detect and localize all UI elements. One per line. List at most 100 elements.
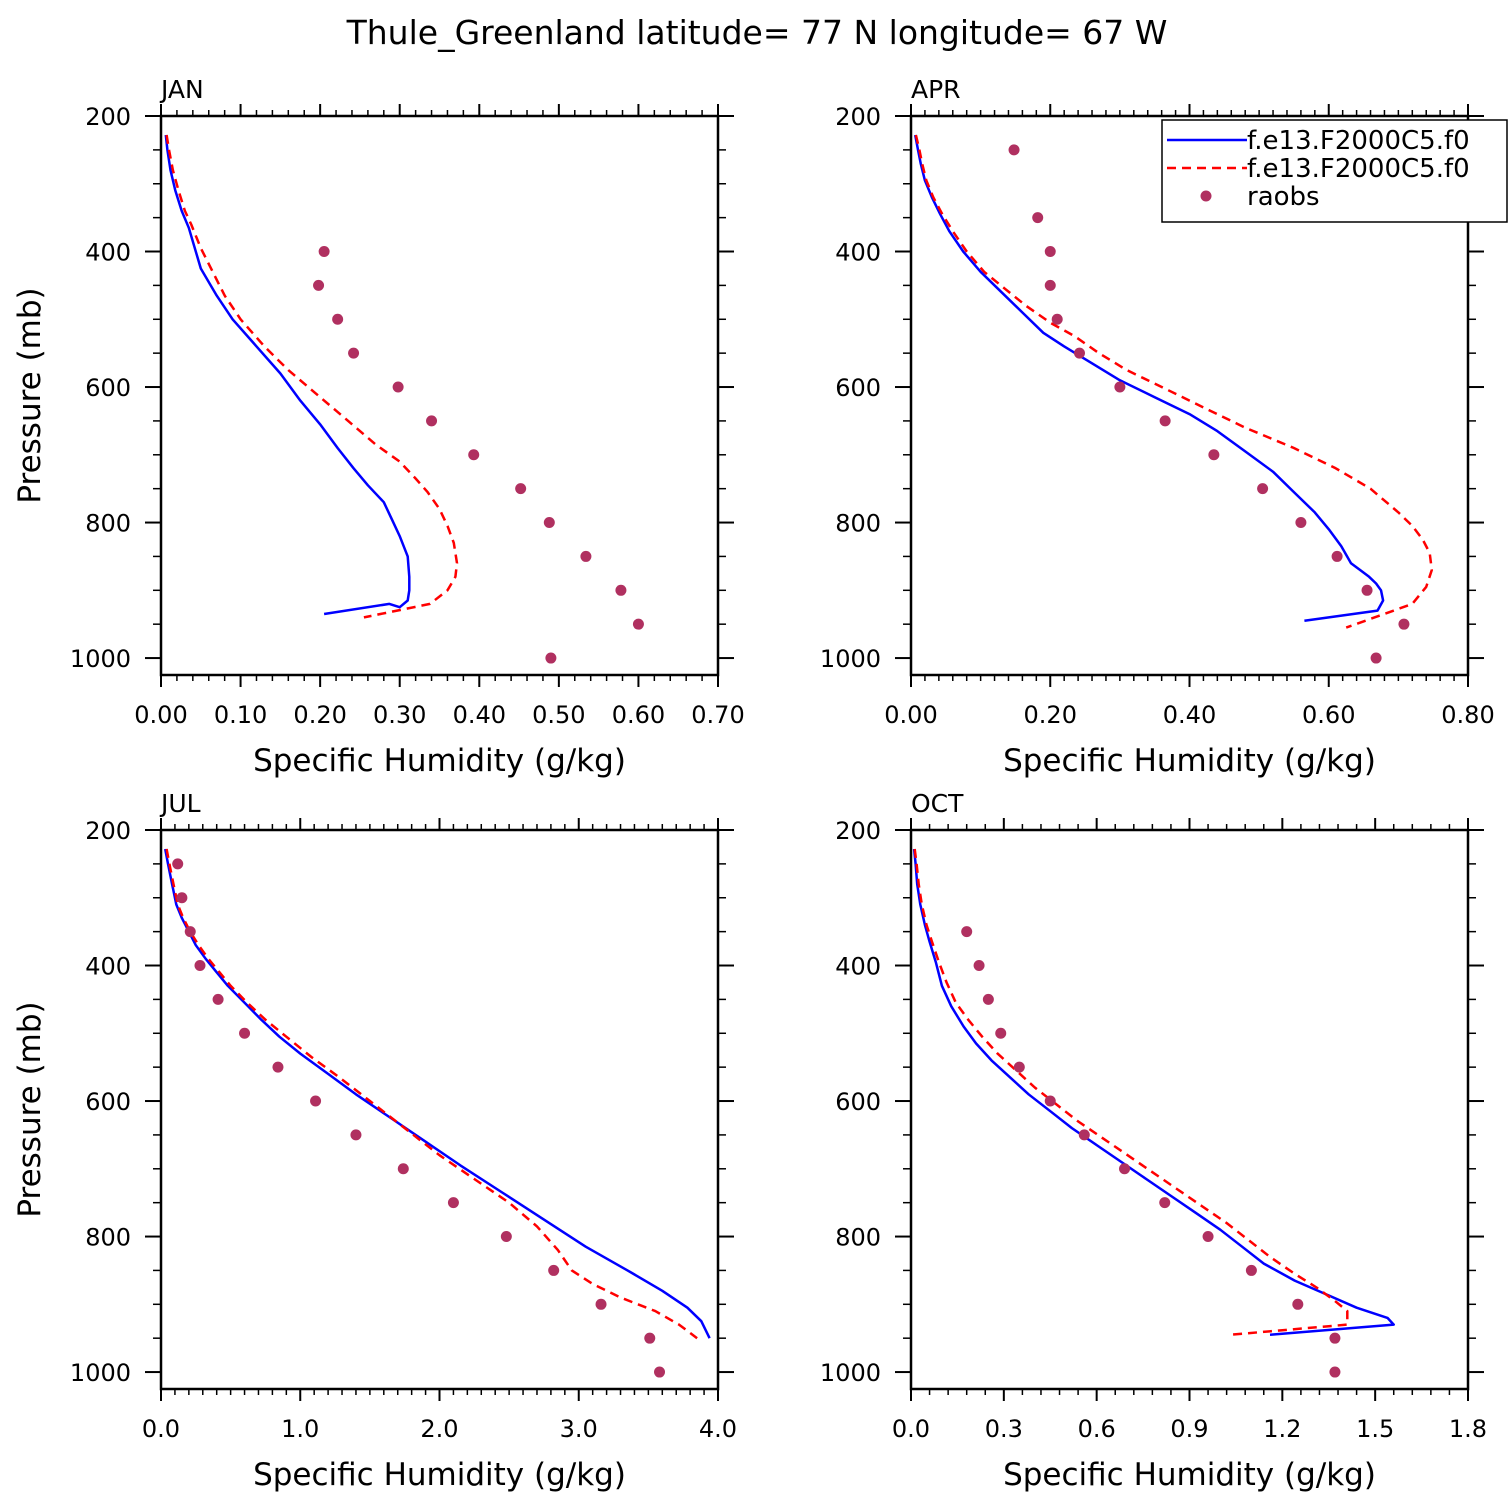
y-tick-label: 400 <box>835 239 881 267</box>
legend-marker-raobs <box>1200 190 1212 202</box>
raobs-point <box>1114 381 1126 393</box>
x-tick-label: 4.0 <box>699 1415 737 1443</box>
raobs-point <box>654 1366 666 1378</box>
raobs-point <box>1078 1129 1090 1141</box>
x-tick-label: 1.5 <box>1356 1415 1394 1443</box>
panel-label: JAN <box>159 75 204 104</box>
y-tick-label: 1000 <box>70 645 131 673</box>
raobs-point <box>1044 1095 1056 1107</box>
raobs-point <box>184 926 196 938</box>
raobs-point <box>194 960 206 972</box>
series-line-model2 <box>165 848 698 1340</box>
y-tick-label: 800 <box>85 510 131 538</box>
y-tick-label: 600 <box>85 374 131 402</box>
raobs-point <box>1044 279 1056 291</box>
y-tick-label: 400 <box>85 239 131 267</box>
y-tick-label: 1000 <box>820 645 881 673</box>
raobs-point <box>973 960 985 972</box>
y-tick-label: 600 <box>835 374 881 402</box>
y-tick-label: 800 <box>835 510 881 538</box>
raobs-point <box>1257 483 1269 495</box>
raobs-point <box>644 1332 656 1344</box>
x-tick-label: 1.8 <box>1449 1415 1487 1443</box>
raobs-point <box>515 483 527 495</box>
raobs-point <box>272 1061 284 1073</box>
raobs-point <box>615 584 627 596</box>
figure-title: Thule_Greenland latitude= 77 N longitude… <box>346 13 1168 52</box>
x-tick-label: 0.50 <box>532 701 585 729</box>
raobs-point <box>313 279 325 291</box>
raobs-point <box>397 1163 409 1175</box>
x-tick-label: 0.80 <box>1441 701 1494 729</box>
raobs-point <box>1370 652 1382 664</box>
raobs-point <box>1159 415 1171 427</box>
series-line-model1 <box>912 848 1395 1337</box>
x-tick-label: 0.40 <box>453 701 506 729</box>
x-tick-label: 0.9 <box>1170 1415 1208 1443</box>
x-tick-label: 1.0 <box>281 1415 319 1443</box>
raobs-point <box>1119 1163 1131 1175</box>
raobs-point <box>1329 1332 1341 1344</box>
raobs-point <box>1051 313 1063 325</box>
x-tick-label: 0.70 <box>691 701 744 729</box>
panel-oct: 0.0 0.3 0.6 0.9 1.2 1.5 1.8 200 400 600 800 1000 OCT… <box>820 789 1487 1493</box>
x-tick-label: 3.0 <box>560 1415 598 1443</box>
x-tick-label: 0.20 <box>293 701 346 729</box>
y-tick-label: 200 <box>835 817 881 845</box>
raobs-point <box>172 858 184 870</box>
series-line-model2 <box>913 848 1349 1337</box>
raobs-point <box>468 449 480 461</box>
x-tick-label: 0.6 <box>1078 1415 1116 1443</box>
plot-frame <box>159 114 720 677</box>
raobs-point <box>961 926 973 938</box>
y-tick-label: 800 <box>835 1224 881 1252</box>
raobs-point <box>1245 1264 1257 1276</box>
y-tick-label: 1000 <box>820 1359 881 1387</box>
raobs-point <box>212 993 224 1005</box>
x-tick-label: 2.0 <box>420 1415 458 1443</box>
raobs-point <box>1044 246 1056 258</box>
raobs-point <box>543 517 555 529</box>
raobs-point <box>1008 144 1020 156</box>
y-tick-label: 800 <box>85 1224 131 1252</box>
panels: 0.00 0.10 0.20 0.30 0.40 0.50 0.60 0.70 200 400 60… <box>12 75 1495 1493</box>
raobs-point <box>348 347 360 359</box>
panel-label: JUL <box>159 789 201 818</box>
raobs-point <box>632 618 644 630</box>
x-axis-label: Specific Humidity (g/kg) <box>1003 743 1376 779</box>
x-axis-label: Specific Humidity (g/kg) <box>253 1457 626 1493</box>
panel-label: OCT <box>911 789 964 818</box>
y-tick-label: 200 <box>85 817 131 845</box>
raobs-point <box>595 1298 607 1310</box>
panel-jan: 0.00 0.10 0.20 0.30 0.40 0.50 0.60 0.70 200 400 60… <box>12 75 745 779</box>
x-axis-label: Specific Humidity (g/kg) <box>1003 1457 1376 1493</box>
y-tick-label: 1000 <box>70 1359 131 1387</box>
raobs-point <box>1032 212 1044 224</box>
legend-entry: raobs <box>1247 182 1320 212</box>
y-tick-label: 600 <box>835 1088 881 1116</box>
raobs-point <box>1331 550 1343 562</box>
raobs-point <box>1329 1366 1341 1378</box>
x-tick-label: 0.20 <box>1024 701 1077 729</box>
x-tick-label: 0.00 <box>884 701 937 729</box>
x-axis-label: Specific Humidity (g/kg) <box>253 743 626 779</box>
series-line-model2 <box>914 134 1434 629</box>
y-tick-label: 400 <box>85 953 131 981</box>
raobs-point <box>239 1027 251 1039</box>
raobs-point <box>350 1129 362 1141</box>
raobs-point <box>545 652 557 664</box>
x-tick-label: 0.0 <box>892 1415 930 1443</box>
x-tick-label: 0.0 <box>142 1415 180 1443</box>
plot-frame <box>909 828 1470 1391</box>
series-line-model1 <box>164 134 411 616</box>
raobs-point <box>310 1095 322 1107</box>
x-tick-label: 0.60 <box>612 701 665 729</box>
series-line-model1 <box>163 848 711 1339</box>
raobs-point <box>1398 618 1410 630</box>
panel-label: APR <box>911 75 961 104</box>
raobs-point <box>1013 1061 1025 1073</box>
x-tick-label: 0.00 <box>134 701 187 729</box>
x-tick-label: 0.60 <box>1302 701 1355 729</box>
raobs-point <box>426 415 438 427</box>
